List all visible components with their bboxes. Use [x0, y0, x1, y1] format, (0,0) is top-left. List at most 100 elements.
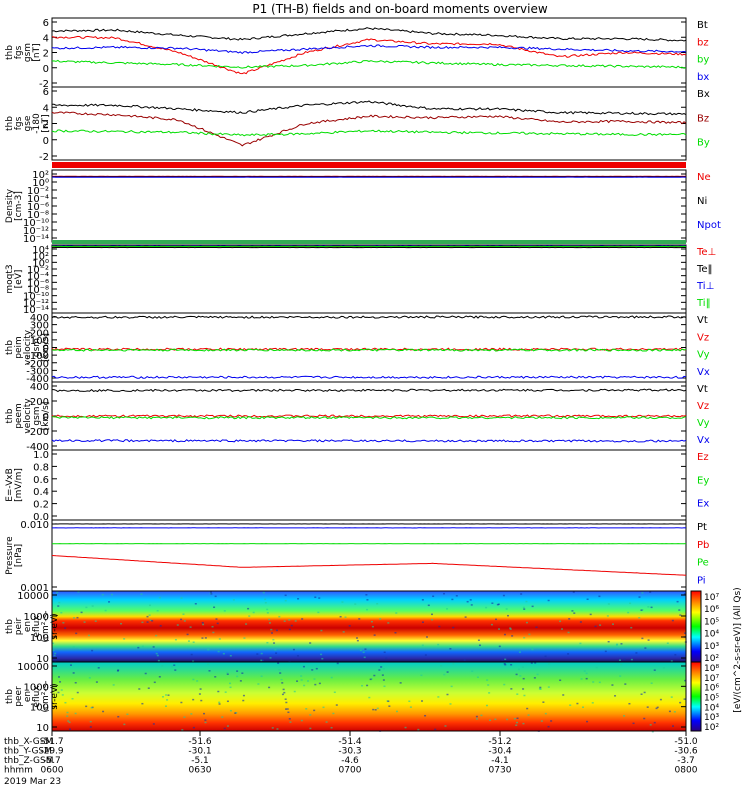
speckle — [309, 714, 312, 716]
speckle — [630, 626, 633, 629]
speckle — [371, 625, 374, 628]
series-line-Vx — [51, 375, 687, 379]
speckle — [97, 667, 100, 669]
panel-0: 6 4 2 0 -2 thb fgs gsm [nT] Bt bz by bx — [5, 17, 709, 90]
speckle — [640, 693, 643, 695]
speckle — [506, 718, 509, 721]
speckle — [229, 682, 232, 685]
y-axis-label: thb — [5, 408, 15, 423]
speckle — [623, 715, 626, 717]
speckle — [651, 730, 654, 733]
speckle — [91, 605, 94, 607]
speckle — [264, 601, 267, 604]
y-axis-label: sr-eV) — [50, 683, 60, 709]
speckle — [325, 721, 328, 723]
y-axis-label: en — [23, 621, 33, 632]
speckle — [432, 595, 435, 598]
speckle — [342, 631, 345, 633]
speckle — [620, 643, 623, 645]
speckle — [116, 670, 119, 672]
speckle — [203, 712, 206, 715]
speckle — [583, 670, 586, 672]
legend-Vy: Vy — [697, 350, 710, 361]
flag-bar — [52, 162, 686, 168]
y-tick-label: 2 — [43, 49, 49, 60]
colorbar-tick-label: 10⁶ — [704, 684, 719, 694]
y-tick-label: 400 — [30, 382, 49, 393]
speckle — [585, 677, 588, 680]
speckle — [443, 673, 446, 676]
speckle — [274, 649, 277, 651]
speckle — [616, 643, 619, 646]
speckle — [303, 684, 306, 687]
speckle — [94, 620, 97, 622]
y-tick-label: 10⁻¹² — [23, 226, 49, 237]
speckle — [88, 677, 91, 679]
speckle — [199, 688, 202, 690]
speckle — [561, 628, 564, 630]
y-tick-label: -400 — [26, 442, 49, 453]
speckle — [571, 610, 574, 612]
x-tick-label: -30.6 — [674, 747, 698, 757]
speckle — [579, 642, 582, 645]
speckle — [522, 606, 525, 609]
x-tick-label: -4.1 — [491, 756, 509, 766]
speckle — [215, 618, 218, 620]
speckle — [95, 681, 98, 683]
x-tick-label: 0600 — [41, 766, 64, 776]
speckle — [149, 619, 152, 621]
legend-Ne: Ne — [697, 172, 711, 183]
y-axis-label: moqt3 — [5, 264, 15, 293]
speckle — [60, 611, 63, 614]
speckle — [638, 596, 641, 598]
speckle — [243, 637, 246, 639]
speckle — [676, 600, 679, 603]
speckle — [229, 709, 232, 712]
speckle — [378, 669, 381, 671]
speckle — [330, 726, 333, 729]
legend-Bt: Bt — [697, 20, 708, 31]
speckle — [421, 621, 424, 623]
speckle — [209, 591, 212, 593]
series-line-Vt — [52, 388, 687, 393]
speckle — [72, 646, 75, 648]
speckle — [280, 678, 283, 681]
speckle — [521, 666, 524, 668]
speckle — [302, 665, 305, 668]
speckle — [166, 699, 169, 701]
y-axis-label: [km/s] — [41, 402, 51, 431]
speckle — [535, 626, 538, 628]
series-line-Pb — [51, 555, 687, 576]
speckle — [611, 684, 614, 686]
speckle — [503, 662, 506, 665]
colorbar-tick-label: 10⁷ — [704, 593, 719, 603]
speckle — [320, 629, 323, 632]
speckle — [214, 595, 217, 598]
speckle — [76, 691, 79, 694]
speckle — [288, 619, 291, 621]
speckle — [452, 663, 455, 665]
speckle — [533, 677, 536, 679]
speckle — [147, 687, 150, 689]
speckle — [635, 652, 638, 654]
speckle — [619, 675, 622, 677]
speckle — [66, 711, 69, 714]
speckle — [679, 614, 682, 616]
speckle — [146, 615, 149, 618]
speckle — [534, 662, 537, 664]
speckle — [330, 676, 333, 679]
speckle — [640, 609, 643, 611]
speckle — [300, 719, 303, 722]
speckle — [194, 603, 197, 605]
y-axis-label: (cm²-s- — [41, 610, 51, 642]
speckle — [174, 638, 177, 641]
speckle — [180, 597, 183, 599]
y-axis-label: fgs — [14, 45, 24, 59]
y-axis-label: [nT] — [41, 114, 51, 132]
date-label: 2019 Mar 23 — [4, 777, 61, 787]
speckle — [285, 701, 288, 704]
y-axis-label: eflux — [32, 685, 42, 708]
y-tick-label: 0.2 — [33, 500, 49, 511]
y-tick-label: 400 — [30, 313, 49, 324]
legend-by: by — [697, 55, 709, 66]
